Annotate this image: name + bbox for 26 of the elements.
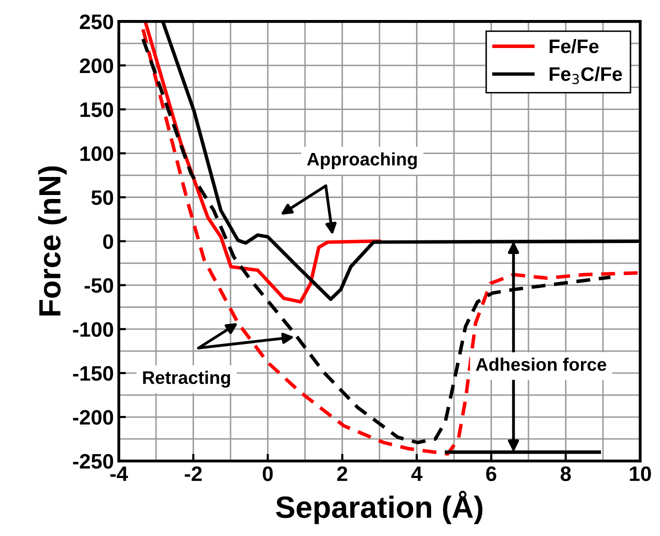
y-tick-label: -200 (73, 410, 114, 425)
x-tick-label: -4 (110, 466, 128, 481)
y-tick-label: 100 (80, 146, 114, 162)
x-tick-label: 10 (630, 466, 651, 482)
x-tick-label: 6 (486, 466, 496, 482)
x-tick-label: 8 (560, 466, 571, 482)
annotation: Retracting (143, 370, 230, 388)
y-tick-label: -250 (73, 454, 114, 469)
y-tick-label: -50 (84, 278, 114, 293)
x-tick-label: 0 (262, 466, 273, 482)
x-tick-label: 2 (337, 466, 348, 481)
y-tick-label: 150 (80, 102, 114, 118)
annotation: Approaching (307, 152, 417, 170)
y-tick-label: -150 (73, 366, 114, 381)
x-axis-title: Separation (Å) (276, 490, 482, 524)
legend-label: Fe/Fe (550, 38, 599, 54)
y-tick-label: -100 (73, 322, 114, 337)
legend-label: Fe$_{3}$C/Fe (550, 66, 622, 84)
annotation: Adhesion force (476, 358, 606, 371)
y-tick-label: 50 (91, 190, 114, 205)
y-tick-label: 200 (80, 58, 114, 74)
x-tick-label: 4 (411, 466, 422, 481)
y-tick-label: 0 (103, 234, 114, 249)
y-tick-label: 250 (80, 14, 114, 30)
y-axis-title: Force (nN) (38, 166, 67, 316)
x-tick-label: -2 (184, 466, 202, 481)
